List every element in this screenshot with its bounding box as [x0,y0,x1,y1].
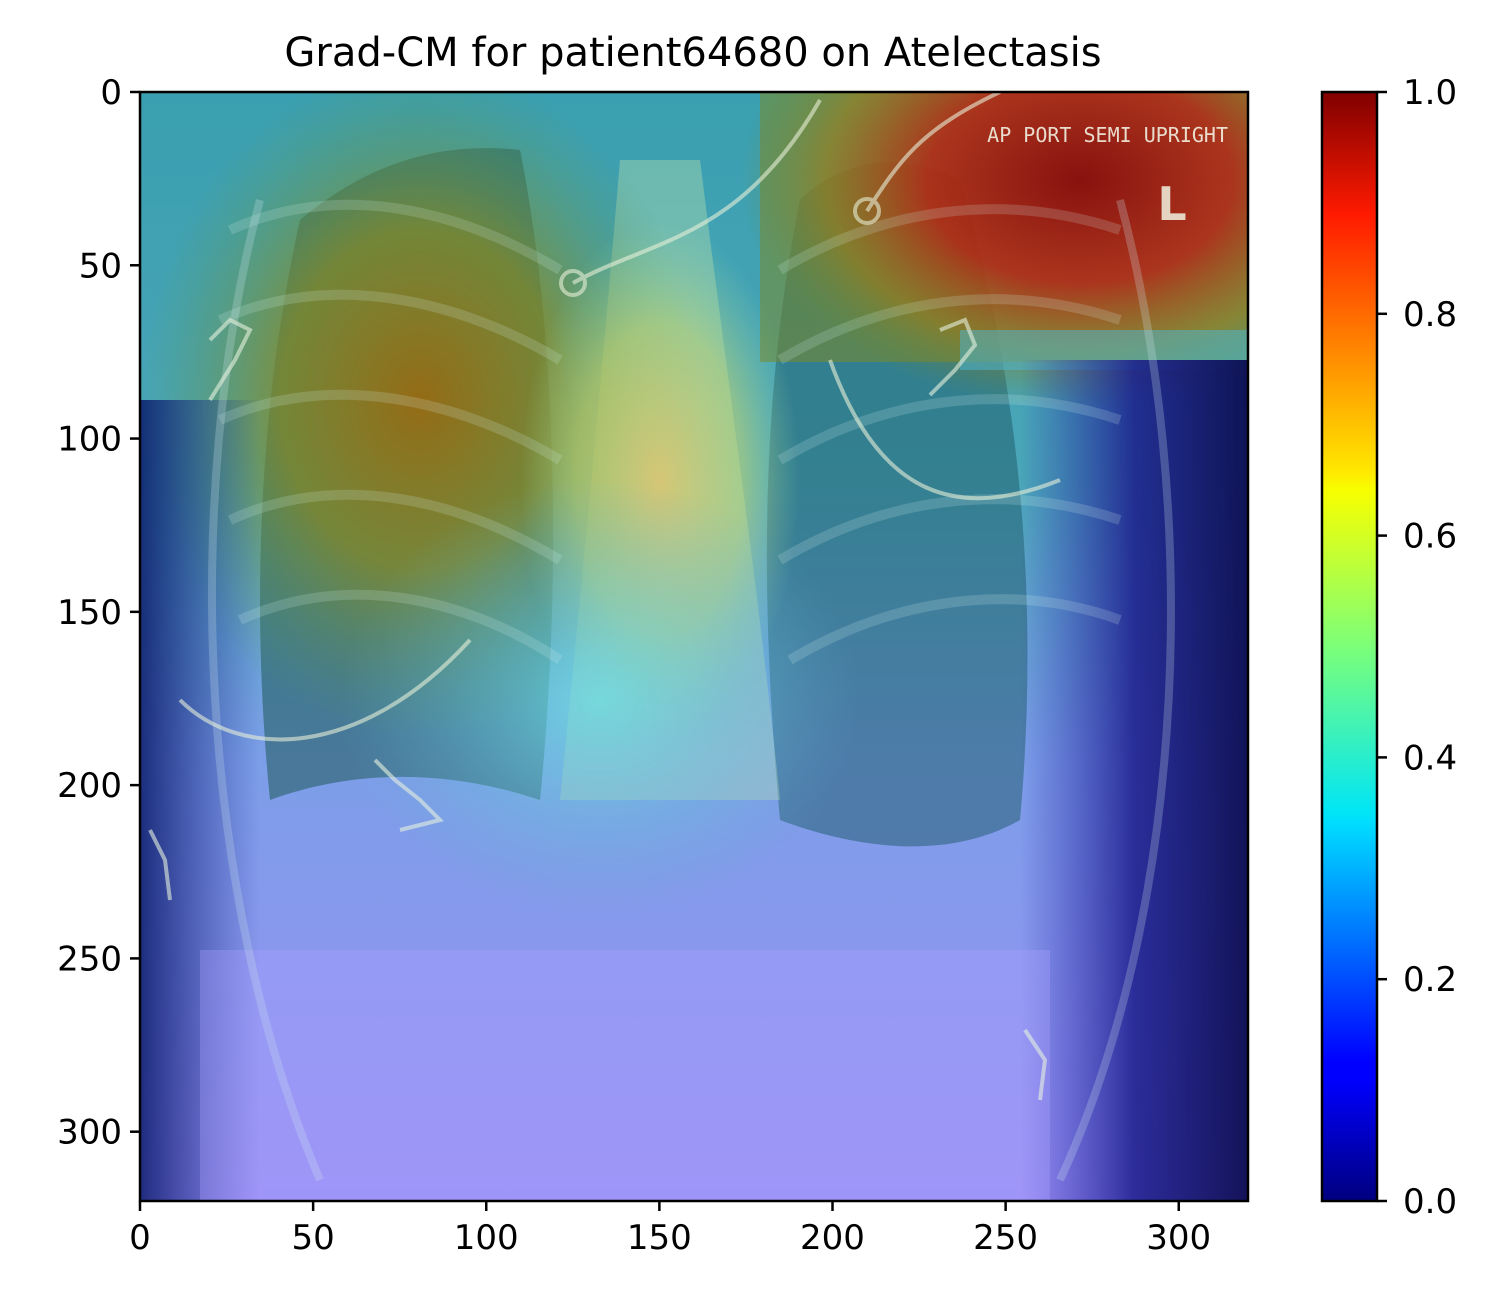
xray-heatmap-image: AP PORT SEMI UPRIGHT L [140,92,1248,1201]
colorbar-tick-label: 0.4 [1403,738,1457,778]
colorbar-frame [1320,90,1379,1203]
colorbar-tick-label: 0.8 [1403,295,1457,335]
image-frame [138,90,1250,1203]
x-tick-label: 150 [627,1218,692,1258]
y-tick-label: 100 [57,420,122,460]
colorbar-tick-label: 0.0 [1403,1182,1457,1222]
side-marker: L [1157,177,1186,231]
x-tick-label: 100 [454,1218,519,1258]
y-axis: 0 50 100 150 200 250 300 [57,73,140,1153]
x-tick-label: 300 [1146,1218,1211,1258]
y-tick-label: 0 [100,73,122,113]
x-tick-label: 50 [291,1218,334,1258]
colorbar-axis: 0.0 0.2 0.4 0.6 0.8 1.0 [1377,73,1457,1222]
colorbar-tick-label: 1.0 [1403,73,1457,113]
x-tick-label: 250 [973,1218,1038,1258]
figure-title: Grad-CM for patient64680 on Atelectasis [284,30,1101,76]
colorbar [1322,92,1377,1201]
y-tick-label: 50 [79,246,122,286]
y-tick-label: 150 [57,593,122,633]
y-tick-label: 200 [57,766,122,806]
colorbar-tick-label: 0.2 [1403,960,1457,1000]
x-tick-label: 200 [800,1218,865,1258]
x-tick-label: 0 [129,1218,151,1258]
burned-in-label: AP PORT SEMI UPRIGHT [987,123,1228,147]
x-axis: 0 50 100 150 200 250 300 [129,1201,1211,1258]
colorbar-tick-label: 0.6 [1403,517,1457,557]
y-tick-label: 250 [57,939,122,979]
y-tick-label: 300 [57,1113,122,1153]
